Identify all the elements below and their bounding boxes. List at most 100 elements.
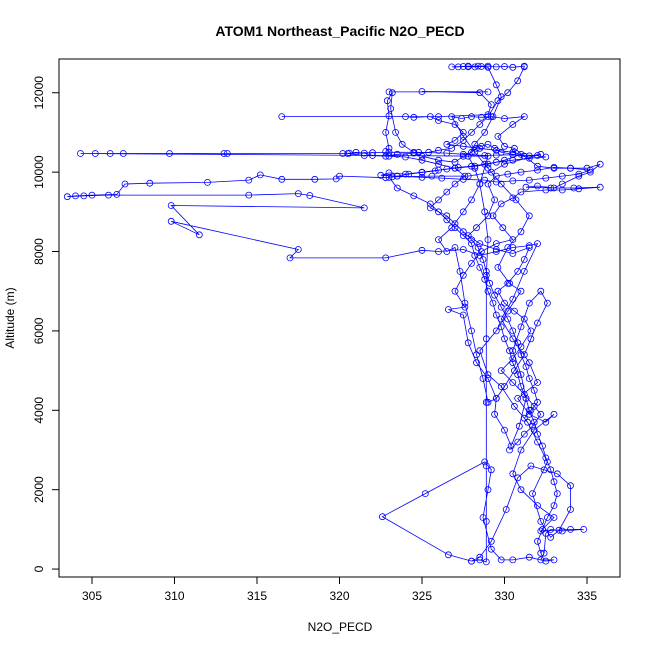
data-point xyxy=(494,287,502,295)
data-point xyxy=(479,375,487,382)
data-point xyxy=(544,299,551,307)
data-point xyxy=(537,556,545,564)
data-point xyxy=(504,89,512,97)
data-point xyxy=(294,190,302,198)
data-point xyxy=(468,327,475,335)
data-point xyxy=(482,267,490,275)
data-point xyxy=(491,144,499,152)
data-point xyxy=(491,196,499,204)
data-point xyxy=(484,212,492,220)
y-tick-label: 4000 xyxy=(32,397,46,424)
data-point xyxy=(443,212,451,220)
series-line xyxy=(385,92,558,554)
data-point xyxy=(410,113,418,121)
data-point xyxy=(527,462,535,470)
data-point xyxy=(448,113,456,120)
data-point xyxy=(547,526,555,533)
data-point xyxy=(575,185,583,193)
data-point xyxy=(385,152,393,160)
x-tick-label: 320 xyxy=(329,589,349,603)
data-point xyxy=(497,383,505,390)
data-point xyxy=(509,156,517,164)
data-point xyxy=(509,148,517,156)
data-point xyxy=(468,162,475,170)
data-point xyxy=(454,163,462,171)
data-point xyxy=(146,179,154,187)
data-point xyxy=(487,168,495,176)
data-point xyxy=(468,259,475,267)
series-2 xyxy=(278,88,594,454)
data-point xyxy=(547,466,555,474)
data-point xyxy=(393,184,401,192)
x-tick-label: 310 xyxy=(164,589,184,603)
data-point xyxy=(529,490,536,498)
data-point xyxy=(511,307,518,315)
data-point xyxy=(550,478,558,486)
data-point xyxy=(459,132,467,140)
x-tick-label: 330 xyxy=(494,589,514,603)
data-point xyxy=(382,254,390,262)
data-point xyxy=(542,186,550,194)
data-point xyxy=(575,172,583,180)
data-point xyxy=(487,545,495,553)
data-point xyxy=(537,287,545,295)
data-point xyxy=(393,172,401,180)
data-point xyxy=(492,327,500,335)
data-point xyxy=(501,156,508,164)
data-point xyxy=(530,402,538,410)
data-point xyxy=(596,183,604,191)
data-point xyxy=(435,117,442,124)
data-point xyxy=(527,327,535,335)
data-point xyxy=(360,204,368,212)
data-point xyxy=(459,208,467,216)
data-point xyxy=(402,113,409,120)
data-point xyxy=(509,335,517,343)
data-point xyxy=(402,153,409,161)
data-point xyxy=(418,169,426,176)
data-point xyxy=(435,208,442,216)
data-point xyxy=(492,81,500,89)
data-point xyxy=(517,188,525,196)
data-point xyxy=(468,148,475,156)
data-point xyxy=(479,256,487,263)
data-point xyxy=(398,140,406,148)
data-point xyxy=(360,152,368,159)
data-point xyxy=(514,394,522,402)
data-point xyxy=(506,446,513,454)
data-point xyxy=(497,200,505,208)
data-point xyxy=(497,323,505,331)
data-point xyxy=(525,553,533,561)
data-point xyxy=(527,335,535,343)
data-point xyxy=(534,152,541,159)
x-tick-label: 315 xyxy=(247,589,267,603)
data-point xyxy=(525,154,533,162)
data-point xyxy=(451,121,459,128)
data-point xyxy=(428,172,436,180)
data-point xyxy=(72,192,79,200)
data-point xyxy=(382,128,390,136)
data-point xyxy=(517,343,525,351)
data-point xyxy=(451,244,459,251)
data-point xyxy=(517,351,525,359)
data-point xyxy=(525,176,533,184)
data-point xyxy=(501,142,508,150)
data-point xyxy=(547,533,555,541)
data-point xyxy=(459,150,467,158)
data-point xyxy=(481,176,489,184)
data-point xyxy=(484,180,492,188)
data-point xyxy=(522,363,530,371)
data-point xyxy=(544,514,551,521)
data-point xyxy=(418,246,426,254)
data-point xyxy=(570,184,578,192)
data-point xyxy=(418,173,426,181)
data-point xyxy=(494,263,502,271)
data-point xyxy=(509,359,517,367)
data-point xyxy=(542,153,550,161)
data-point xyxy=(167,217,175,225)
data-point xyxy=(499,224,507,232)
data-point xyxy=(525,299,533,307)
data-point xyxy=(245,191,253,199)
data-point xyxy=(286,254,294,262)
chart-title: ATOM1 Northeast_Pacific N2O_PECD xyxy=(215,23,464,39)
data-point xyxy=(530,418,538,426)
